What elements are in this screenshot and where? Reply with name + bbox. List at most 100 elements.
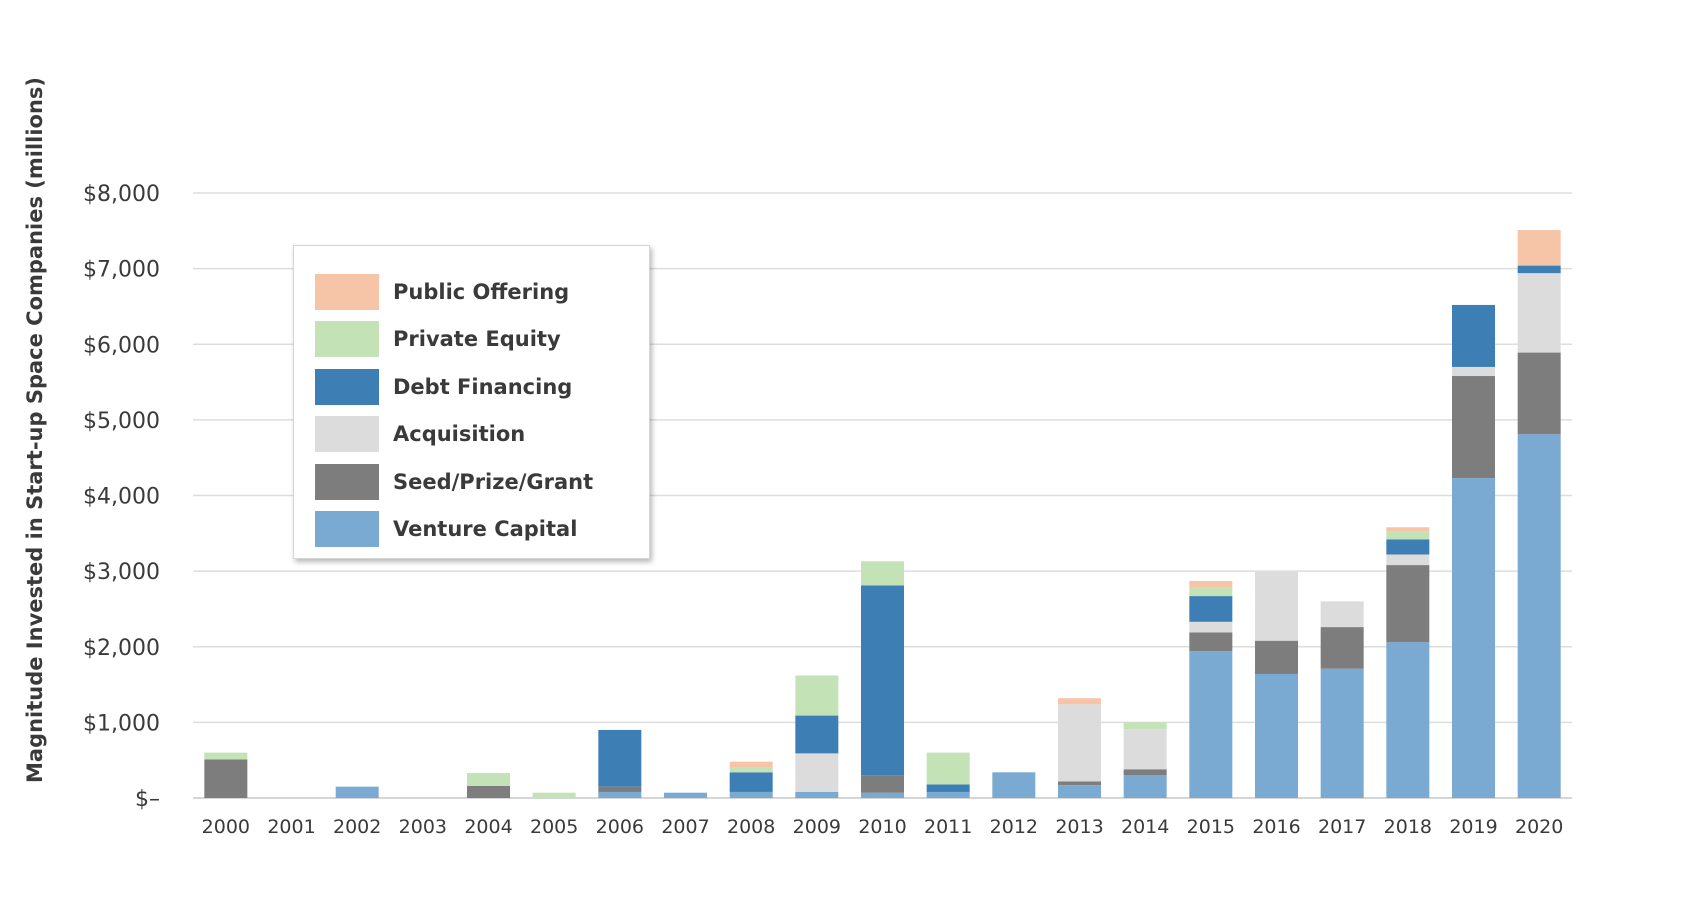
bar-segment (861, 775, 904, 793)
x-tick-label: 2008 (727, 816, 775, 838)
legend-swatch (315, 511, 379, 548)
legend-swatch (315, 463, 379, 500)
legend-label: Venture Capital (393, 517, 578, 542)
bar-segment (467, 773, 510, 786)
bar-segment (1517, 230, 1561, 266)
bar-stack-2009 (795, 675, 839, 798)
y-tick-label: $4,000 (83, 485, 160, 510)
bar-segment (795, 791, 839, 798)
bar-segment (729, 761, 773, 768)
bar-segment (926, 791, 970, 798)
bar-segment (1517, 434, 1561, 798)
legend-item: Venture Capital (294, 506, 649, 554)
bar-stack-2011 (926, 752, 970, 798)
y-axis-title: Magnitude Invested in Start-up Space Com… (23, 77, 47, 783)
bar-segment (1452, 304, 1495, 367)
y-tick-label: $8,000 (83, 182, 160, 207)
x-tick-label: 2009 (793, 816, 841, 838)
x-tick-label: 2000 (202, 816, 250, 838)
x-tick-label: 2007 (661, 816, 709, 838)
x-tick-label: 2017 (1318, 816, 1366, 838)
bar-segment (1255, 673, 1298, 798)
bar-segment (1123, 769, 1167, 776)
x-tick-label: 2015 (1187, 816, 1235, 838)
x-tick-label: 2004 (464, 816, 512, 838)
bar-segment (598, 791, 642, 798)
bar-segment (532, 792, 576, 798)
bar-stack-2016 (1255, 571, 1298, 798)
bar-segment (1320, 627, 1364, 669)
bar-segment (1517, 352, 1561, 435)
bar-stack-2008 (729, 761, 773, 798)
bar-stack-2002 (335, 786, 379, 798)
bar-segment (1386, 565, 1430, 643)
bar-segment (1517, 265, 1561, 274)
bar-segment (1517, 273, 1561, 353)
legend: Public Offering Private Equity Debt Financ… (293, 245, 650, 559)
bar-segment (1452, 366, 1495, 377)
bars (204, 230, 1561, 798)
bar-stack-2006 (598, 729, 642, 798)
y-tick-label: $6,000 (83, 333, 160, 358)
bar-stack-2004 (467, 773, 510, 798)
bar-segment (861, 792, 904, 798)
bar-stack-2005 (532, 792, 576, 798)
bar-stack-2007 (664, 792, 707, 798)
x-tick-label: 2020 (1515, 816, 1563, 838)
bar-stack-2000 (204, 752, 248, 798)
bar-segment (795, 675, 839, 716)
bar-stack-2014 (1123, 722, 1167, 798)
x-tick-label: 2001 (267, 816, 315, 838)
bar-segment (1123, 775, 1167, 798)
bar-stack-2020 (1517, 230, 1561, 798)
x-tick-label: 2016 (1252, 816, 1300, 838)
y-axis-ticks: $– $1,000 $2,000 $3,000 $4,000 $5,000 $6,000 $7… (83, 182, 160, 812)
legend-swatch (315, 321, 379, 358)
bar-segment (729, 772, 773, 792)
legend-label: Seed/Prize/Grant (393, 469, 594, 494)
x-tick-label: 2019 (1449, 816, 1497, 838)
y-tick-label: $5,000 (83, 409, 160, 434)
bar-segment (1320, 601, 1364, 628)
bar-stack-2010 (861, 561, 904, 798)
bar-segment (1058, 781, 1101, 786)
bar-segment (204, 759, 248, 798)
legend-item: Private Equity (294, 316, 649, 364)
bar-segment (204, 752, 248, 760)
legend-label: Public Offering (393, 279, 570, 304)
bar-segment (729, 791, 773, 798)
bar-segment (1189, 580, 1233, 588)
x-tick-label: 2018 (1384, 816, 1432, 838)
bar-segment (1189, 651, 1233, 798)
y-tick-label: $3,000 (83, 560, 160, 585)
bar-segment (1255, 640, 1298, 674)
bar-stack-2018 (1386, 527, 1430, 798)
bar-segment (598, 729, 642, 787)
bar-segment (1255, 571, 1298, 641)
x-tick-label: 2011 (924, 816, 972, 838)
y-tick-label: $– (135, 787, 160, 812)
bar-stack-2017 (1320, 601, 1364, 798)
legend-swatch (315, 273, 379, 310)
bar-segment (1058, 698, 1101, 705)
bar-segment (1386, 527, 1430, 532)
legend-label: Acquisition (393, 422, 526, 447)
bar-segment (992, 772, 1036, 798)
x-tick-label: 2005 (530, 816, 578, 838)
bar-segment (1320, 668, 1364, 798)
y-tick-label: $7,000 (83, 258, 160, 283)
bar-segment (1386, 554, 1430, 566)
bar-segment (1189, 621, 1233, 633)
bar-segment (467, 785, 510, 798)
y-tick-label: $1,000 (83, 711, 160, 736)
bar-segment (1189, 632, 1233, 652)
bar-segment (861, 561, 904, 586)
bar-segment (1386, 642, 1430, 798)
legend-label: Private Equity (393, 327, 561, 352)
x-axis-ticks: 2000 2001 2002 2003 2004 2005 2006 2007 2008 2009… (202, 816, 1564, 838)
bar-segment (861, 585, 904, 776)
bar-segment (795, 715, 839, 754)
bar-stack-2015 (1189, 580, 1233, 798)
